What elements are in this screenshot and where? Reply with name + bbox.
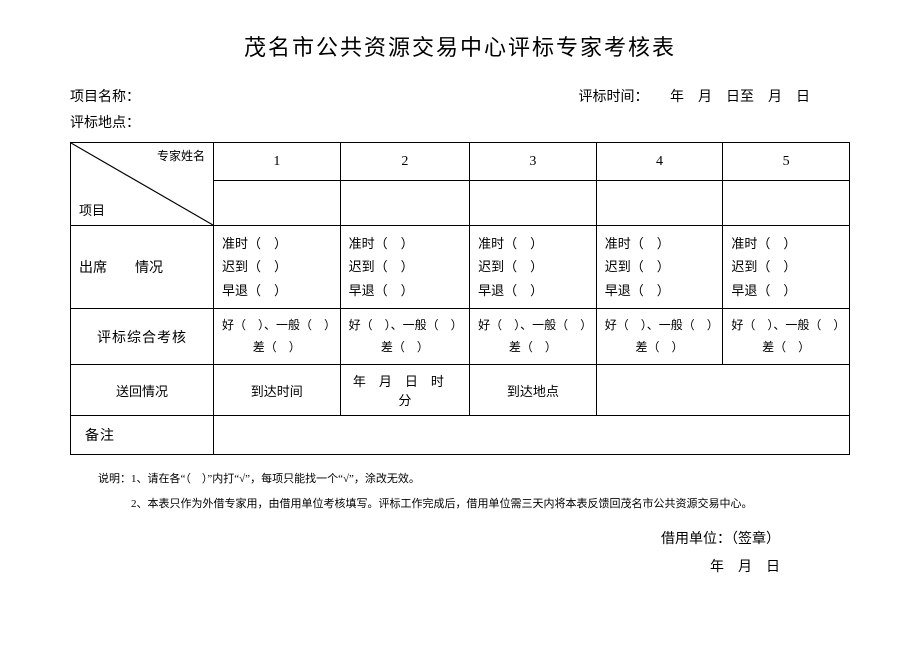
signature-block: 借用单位：（签章） 年 月 日 [70, 526, 850, 582]
attend-early: 早退（ ） [478, 279, 588, 302]
eval-place-label: 评标地点： [70, 112, 850, 132]
eval-line2: 差（ ） [349, 337, 461, 359]
eval-time-value: 年 月 日至 月 日 [670, 90, 810, 105]
header-corner-cell: 专家姓名 项目 [71, 143, 214, 226]
attend-early: 早退（ ） [349, 279, 461, 302]
eval-line1: 好（ ）、一般（ ） [349, 315, 461, 337]
attend-ontime: 准时（ ） [222, 232, 332, 255]
eval-time-label: 评标时间： [579, 90, 649, 105]
col-header-1: 1 [214, 143, 341, 181]
page-title: 茂名市公共资源交易中心评标专家考核表 [70, 30, 850, 62]
meta-row-2: 评标地点： [70, 112, 850, 132]
eval-line1: 好（ ）、一般（ ） [222, 315, 332, 337]
attendance-cell-2: 准时（ ） 迟到（ ） 早退（ ） [340, 226, 469, 309]
eval-cell-2: 好（ ）、一般（ ） 差（ ） [340, 309, 469, 365]
eval-cell-3: 好（ ）、一般（ ） 差（ ） [470, 309, 597, 365]
evaluation-label: 评标综合考核 [71, 309, 214, 365]
attend-late: 迟到（ ） [222, 255, 332, 278]
blank-cell-2 [340, 181, 469, 226]
attend-early: 早退（ ） [605, 279, 715, 302]
header-row-1: 专家姓名 项目 1 2 3 4 5 [71, 143, 850, 181]
blank-cell-3 [470, 181, 597, 226]
arrive-place-label: 到达地点 [470, 365, 597, 416]
blank-cell-1 [214, 181, 341, 226]
arrive-time-label: 到达时间 [214, 365, 341, 416]
col-header-3: 3 [470, 143, 597, 181]
remark-value [214, 416, 850, 455]
blank-cell-5 [723, 181, 850, 226]
eval-cell-5: 好（ ）、一般（ ） 差（ ） [723, 309, 850, 365]
signature-unit: 借用单位：（签章） [70, 526, 780, 554]
attend-ontime: 准时（ ） [349, 232, 461, 255]
blank-cell-4 [596, 181, 723, 226]
attend-late: 迟到（ ） [605, 255, 715, 278]
assessment-table: 专家姓名 项目 1 2 3 4 5 出席 情况 准时（ ） 迟到（ ） 早退（ … [70, 142, 850, 455]
attend-ontime: 准时（ ） [731, 232, 841, 255]
col-header-2: 2 [340, 143, 469, 181]
attend-late: 迟到（ ） [478, 255, 588, 278]
attendance-cell-5: 准时（ ） 迟到（ ） 早退（ ） [723, 226, 850, 309]
attendance-row: 出席 情况 准时（ ） 迟到（ ） 早退（ ） 准时（ ） 迟到（ ） 早退（ … [71, 226, 850, 309]
return-label: 送回情况 [71, 365, 214, 416]
remark-label: 备注 [71, 416, 214, 455]
arrive-time-value: 年 月 日 时 分 [340, 365, 469, 416]
eval-line2: 差（ ） [478, 337, 588, 359]
attendance-cell-1: 准时（ ） 迟到（ ） 早退（ ） [214, 226, 341, 309]
signature-date: 年 月 日 [70, 554, 780, 582]
col-header-4: 4 [596, 143, 723, 181]
eval-line2: 差（ ） [731, 337, 841, 359]
evaluation-row: 评标综合考核 好（ ）、一般（ ） 差（ ） 好（ ）、一般（ ） 差（ ） 好… [71, 309, 850, 365]
meta-row-1: 项目名称： 评标时间： 年 月 日至 月 日 [70, 86, 850, 106]
attendance-cell-4: 准时（ ） 迟到（ ） 早退（ ） [596, 226, 723, 309]
eval-line1: 好（ ）、一般（ ） [478, 315, 588, 337]
eval-cell-4: 好（ ）、一般（ ） 差（ ） [596, 309, 723, 365]
eval-line1: 好（ ）、一般（ ） [605, 315, 715, 337]
col-header-5: 5 [723, 143, 850, 181]
attend-late: 迟到（ ） [731, 255, 841, 278]
attendance-label: 出席 情况 [71, 226, 214, 309]
attendance-cell-3: 准时（ ） 迟到（ ） 早退（ ） [470, 226, 597, 309]
eval-line2: 差（ ） [222, 337, 332, 359]
attend-late: 迟到（ ） [349, 255, 461, 278]
eval-line1: 好（ ）、一般（ ） [731, 315, 841, 337]
notes-block: 说明：1、请在各“（ ）”内打“√”，每项只能找一个“√”，涂改无效。 2、本表… [70, 467, 850, 515]
arrive-place-value [596, 365, 849, 416]
attend-early: 早退（ ） [222, 279, 332, 302]
eval-time: 评标时间： 年 月 日至 月 日 [579, 86, 851, 106]
attend-ontime: 准时（ ） [605, 232, 715, 255]
eval-cell-1: 好（ ）、一般（ ） 差（ ） [214, 309, 341, 365]
return-row: 送回情况 到达时间 年 月 日 时 分 到达地点 [71, 365, 850, 416]
note-1: 说明：1、请在各“（ ）”内打“√”，每项只能找一个“√”，涂改无效。 [98, 467, 850, 491]
project-name-label: 项目名称： [70, 86, 579, 106]
attend-ontime: 准时（ ） [478, 232, 588, 255]
page-root: 茂名市公共资源交易中心评标专家考核表 项目名称： 评标时间： 年 月 日至 月 … [0, 0, 920, 602]
attend-early: 早退（ ） [731, 279, 841, 302]
note-2: 2、本表只作为外借专家用，由借用单位考核填写。评标工作完成后，借用单位需三天内将… [98, 492, 850, 516]
header-expert-name: 专家姓名 [157, 147, 205, 164]
eval-line2: 差（ ） [605, 337, 715, 359]
header-project: 项目 [79, 200, 105, 219]
remark-row: 备注 [71, 416, 850, 455]
